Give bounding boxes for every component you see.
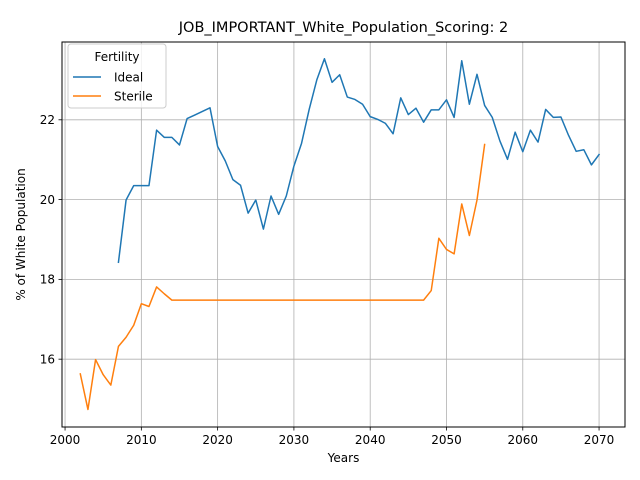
x-tick-label: 2040 <box>355 433 386 447</box>
y-tick-label: 20 <box>40 193 55 207</box>
chart-title: JOB_IMPORTANT_White_Population_Scoring: … <box>178 20 508 36</box>
plot-frame <box>61 41 626 428</box>
x-tick-label: 2070 <box>584 433 615 447</box>
x-tick-label: 2060 <box>508 433 539 447</box>
series-line-ideal <box>117 58 601 264</box>
y-tick-label: 22 <box>40 113 55 127</box>
legend: Fertility Ideal Sterile <box>67 43 167 109</box>
legend-label-ideal: Ideal <box>114 71 143 85</box>
legend-title: Fertility <box>94 50 139 64</box>
series-line-sterile <box>79 143 486 411</box>
x-tick-label: 2020 <box>202 433 233 447</box>
y-tick-label: 16 <box>40 352 55 366</box>
legend-label-sterile: Sterile <box>114 90 153 104</box>
x-axis-label: Years <box>327 451 360 465</box>
x-tick-label: 2010 <box>126 433 157 447</box>
series-lines <box>79 58 601 411</box>
y-axis-label: % of White Population <box>14 168 28 300</box>
y-tick-label: 18 <box>40 273 55 287</box>
grid-lines <box>62 42 625 427</box>
x-tick-label: 2050 <box>431 433 462 447</box>
legend-box <box>67 43 167 109</box>
y-axis: 16 18 20 22 <box>40 113 62 366</box>
x-tick-label: 2000 <box>50 433 81 447</box>
x-tick-label: 2030 <box>279 433 310 447</box>
x-axis: 2000 2010 2020 2030 2040 2050 2060 2070 <box>50 427 615 447</box>
